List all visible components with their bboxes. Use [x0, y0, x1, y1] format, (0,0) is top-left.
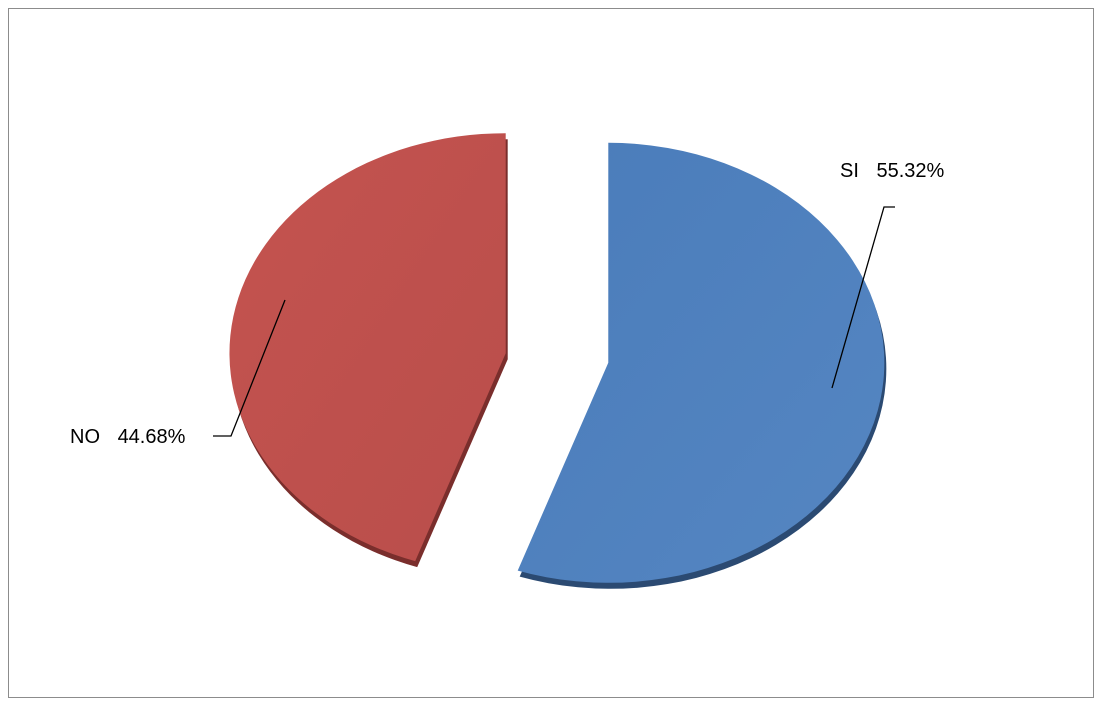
leader-line-no — [213, 299, 286, 437]
pie-slice-si — [517, 142, 885, 583]
data-label-si-value: 55.32% — [876, 160, 944, 182]
data-label-no-category: NO — [70, 426, 100, 448]
data-label-no: NO 44.68% — [70, 426, 186, 448]
data-label-si: SI 55.32% — [840, 160, 945, 182]
pie-slice-no — [229, 133, 506, 562]
leader-line-si — [831, 206, 895, 389]
data-label-si-category: SI — [840, 160, 859, 182]
data-label-no-value: 44.68% — [118, 426, 186, 448]
